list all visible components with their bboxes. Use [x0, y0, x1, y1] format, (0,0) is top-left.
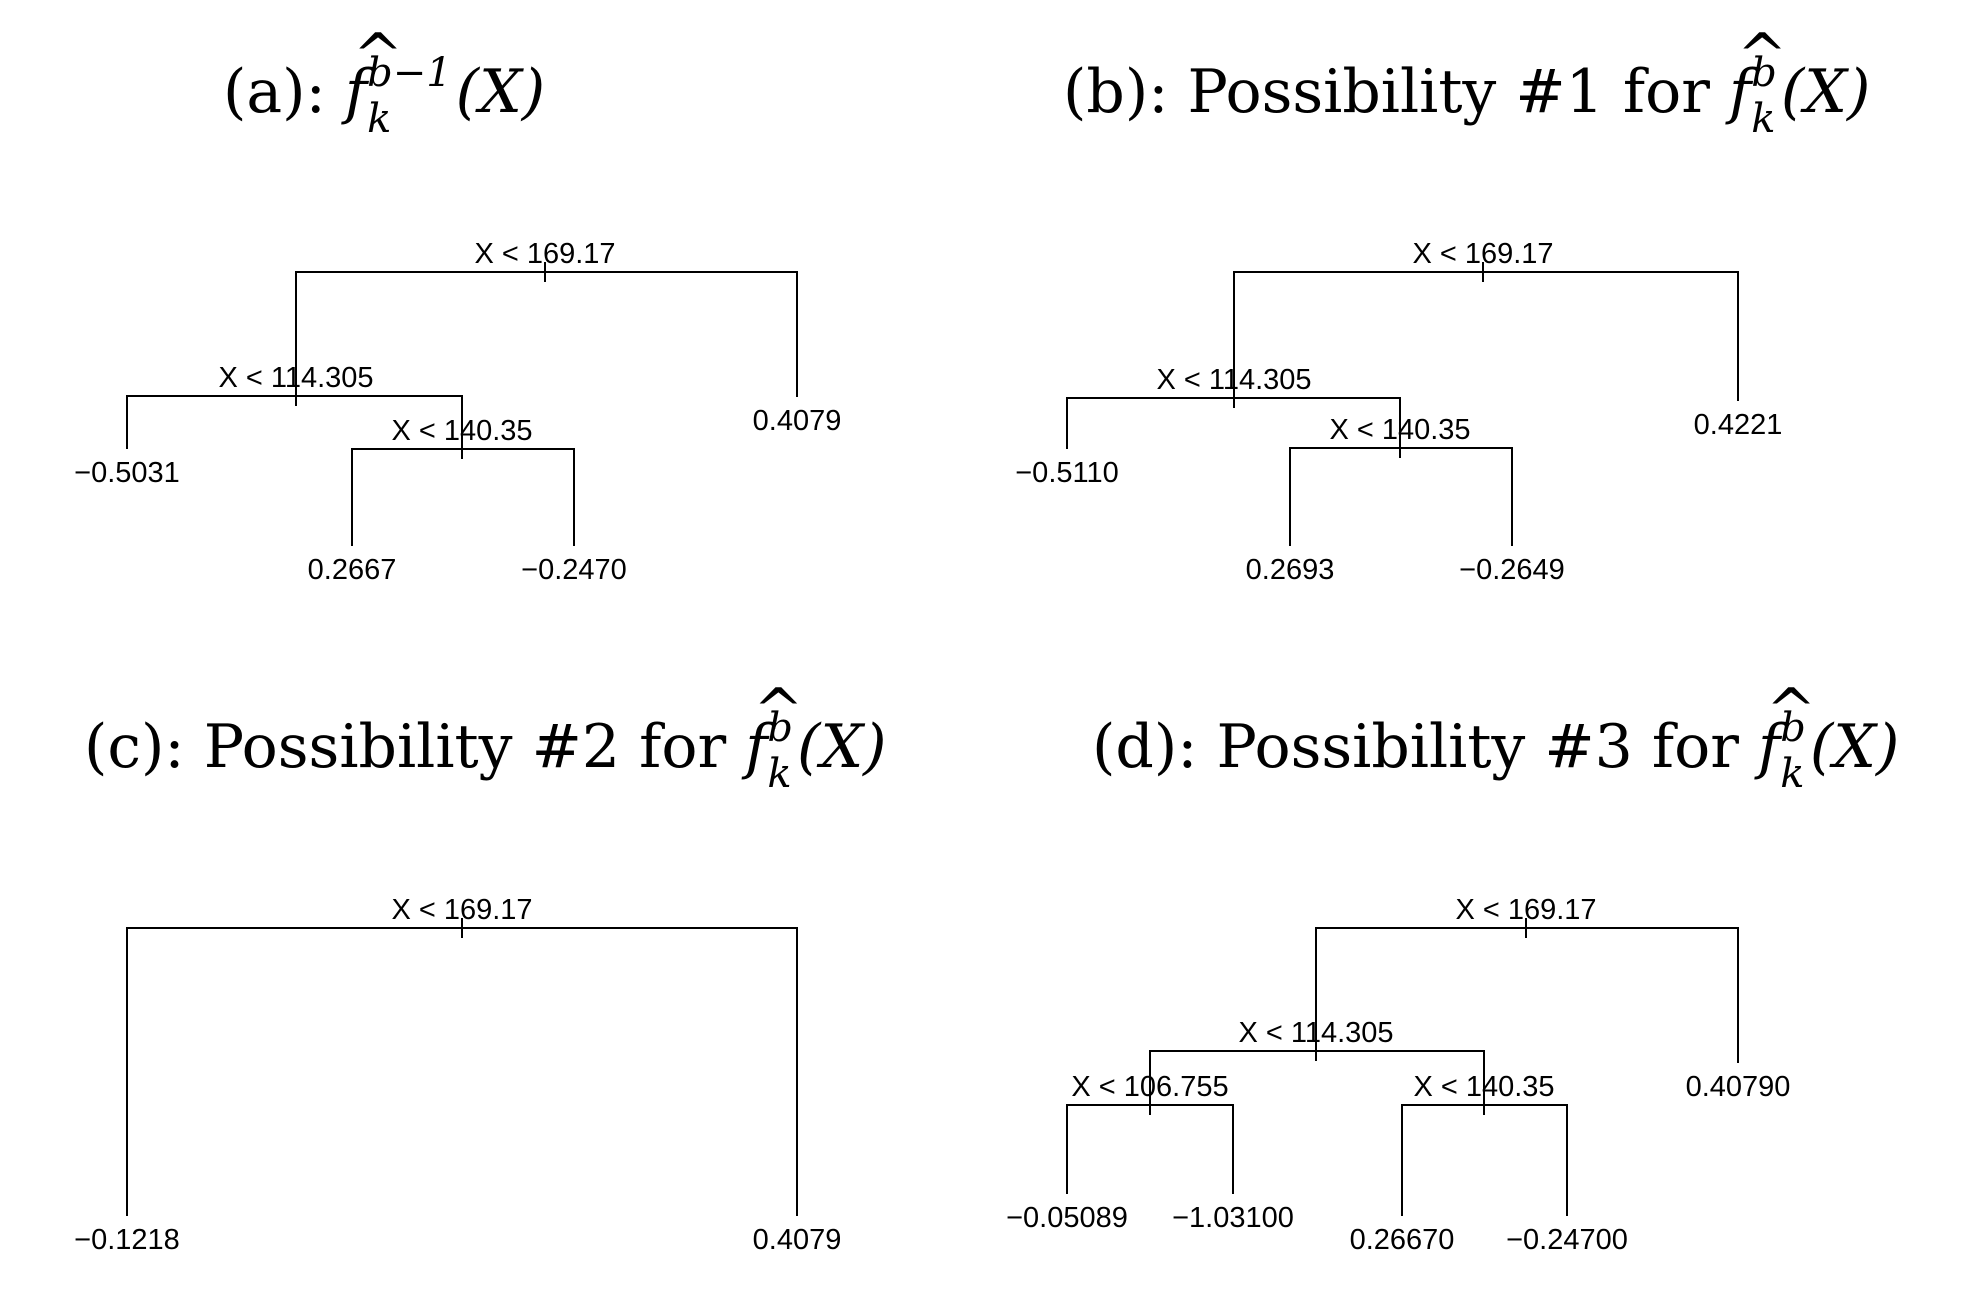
split-label: X < 169.17 — [474, 238, 615, 270]
panel-c: (c): Possibility #2 for fb k(X)^ −0.1218 0.… — [74, 676, 886, 1256]
panel-title-prefix: (d): Possibility #3 for — [1092, 712, 1758, 782]
tree-branch — [126, 395, 463, 449]
panel-title: (b): Possibility #1 for fb k(X) — [1063, 50, 1870, 142]
panel-title-prefix: (b): Possibility #1 for — [1063, 57, 1729, 127]
title-subscript: k — [1780, 751, 1804, 797]
split-label: X < 169.17 — [1455, 894, 1596, 926]
panel-title-prefix: (a): — [223, 57, 345, 127]
split-label: X < 169.17 — [391, 894, 532, 926]
panel-title: (a): fb−1 k (X) — [223, 50, 545, 142]
title-superscript: b — [767, 705, 793, 751]
leaf-value: −0.5031 — [74, 457, 180, 489]
title-argument: (X) — [456, 57, 546, 127]
title-argument: (X) — [1781, 57, 1871, 127]
panel-title: (c): Possibility #2 for fb k(X) — [84, 705, 887, 797]
hat-accent: ^ — [1737, 21, 1787, 91]
title-superscript: b — [1751, 50, 1777, 96]
title-subscript: k — [1751, 96, 1775, 142]
leaf-value: 0.4221 — [1694, 409, 1783, 441]
leaf-value: −0.2649 — [1459, 554, 1565, 586]
leaf-value: 0.4079 — [753, 405, 842, 437]
panel-title: (d): Possibility #3 for fb k(X) — [1092, 705, 1899, 797]
leaf-value: 0.2693 — [1246, 554, 1335, 586]
hat-accent: ^ — [1766, 676, 1816, 746]
title-argument: (X) — [797, 712, 887, 782]
panel-d: (d): Possibility #3 for fb k(X)^ −0.05089 −… — [1006, 676, 1899, 1256]
leaf-value: −0.05089 — [1006, 1202, 1128, 1234]
leaf-value: −0.2470 — [521, 554, 627, 586]
panel-b: (b): Possibility #1 for fb k(X)^ −0.5110 0.… — [1015, 21, 1870, 586]
leaf-value: 0.40790 — [1686, 1071, 1791, 1103]
leaf-value: −0.5110 — [1015, 457, 1118, 489]
panel-title-prefix: (c): Possibility #2 for — [84, 712, 745, 782]
tree-branch — [295, 271, 798, 397]
hat-accent: ^ — [353, 21, 403, 91]
leaf-value: 0.26670 — [1350, 1224, 1455, 1256]
leaf-value: −0.24700 — [1506, 1224, 1628, 1256]
split-label: X < 169.17 — [1412, 238, 1553, 270]
title-subscript: k — [767, 751, 791, 797]
leaf-value: −0.1218 — [74, 1224, 180, 1256]
title-argument: (X) — [1810, 712, 1900, 782]
title-superscript: b — [1780, 705, 1806, 751]
leaf-value: −1.03100 — [1172, 1202, 1294, 1234]
leaf-value: 0.2667 — [308, 554, 397, 586]
title-superscript: b−1 — [367, 50, 452, 96]
leaf-value: 0.4079 — [753, 1224, 842, 1256]
title-subscript: k — [367, 96, 391, 142]
tree-branch — [1233, 271, 1739, 401]
hat-accent: ^ — [753, 676, 803, 746]
